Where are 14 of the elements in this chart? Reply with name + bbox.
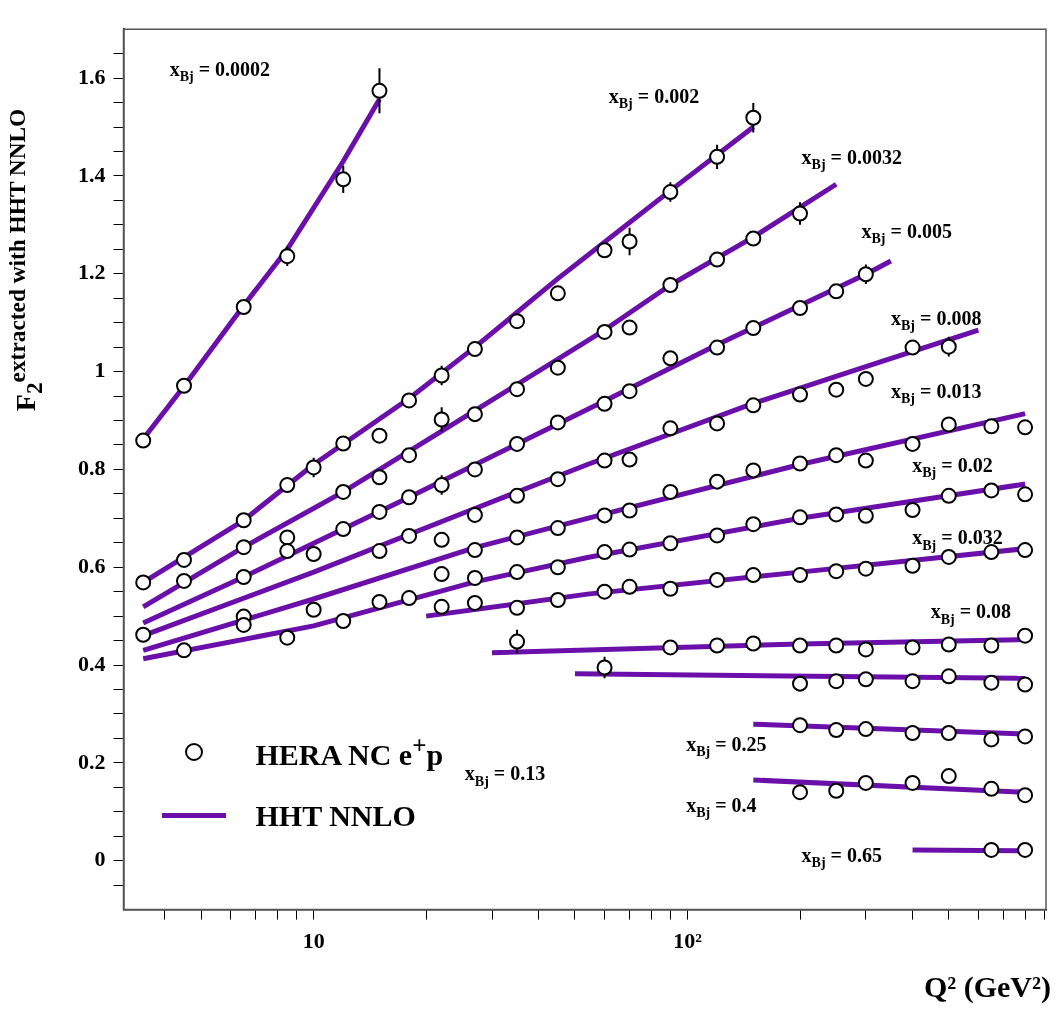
x-tick-label: 10 [302, 928, 325, 954]
y-tick-label: 1 [94, 357, 106, 383]
y-tick-label: 1.4 [78, 161, 106, 187]
legend-label: HHT NNLO [255, 798, 416, 833]
y-tick-label: 0.2 [78, 748, 106, 774]
y-tick-label: 0 [94, 846, 106, 872]
y-tick-label: 0.6 [78, 552, 106, 578]
x-axis-title: Q² (GeV²) [923, 970, 1051, 1004]
x-tick-label: 10² [673, 928, 703, 954]
y-tick-label: 1.2 [78, 259, 106, 285]
legend-label: HERA NC e$^{+}$p [255, 731, 444, 772]
y-tick-label: 0.8 [78, 455, 106, 481]
y-tick-label: 0.4 [78, 650, 106, 676]
y-tick-label: 1.6 [78, 63, 106, 89]
